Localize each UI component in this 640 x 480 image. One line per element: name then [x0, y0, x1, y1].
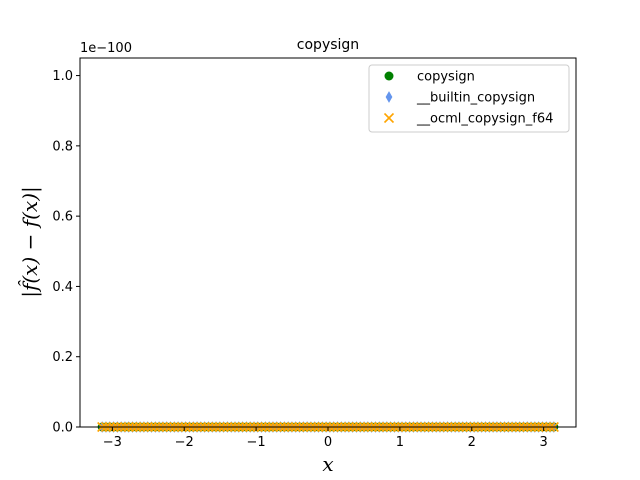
y-tick-label: 1.0 [52, 69, 73, 84]
legend-label: __builtin_copysign [416, 91, 535, 106]
y-axis-ticks: 0.0 0.2 0.4 0.6 0.8 1.0 [52, 69, 80, 436]
legend-item: __ocml_copysign_f64 [383, 112, 553, 127]
x-tick-label: 2 [468, 435, 476, 450]
legend-label: copysign [417, 70, 475, 85]
x-tick-label: −3 [103, 435, 122, 450]
legend-marker [383, 112, 395, 124]
x-tick-label: 3 [540, 435, 548, 450]
legend-box [368, 64, 570, 133]
legend-marker [384, 71, 394, 81]
legend-item: __builtin_copysign [385, 91, 535, 106]
y-tick-label: 0.8 [52, 139, 73, 154]
x-tick-label: 0 [324, 435, 332, 450]
y-tick-label: 0.4 [52, 280, 73, 295]
y-axis-exponent: 1e−100 [80, 41, 132, 56]
legend-label: __ocml_copysign_f64 [416, 112, 553, 127]
y-tick-label: 0.2 [52, 350, 73, 365]
legend: copysign __builtin_copysign __ocml_copysig… [368, 64, 570, 133]
x-tick-label: −1 [247, 435, 266, 450]
x-axis-ticks: −3 −2 −1 0 1 2 3 [103, 427, 548, 450]
x-axis-label: x [322, 452, 333, 476]
y-axis-label: |f̂(x) − f(x)| [18, 186, 43, 298]
chart-title: copysign [297, 37, 359, 53]
x-tick-label: −2 [175, 435, 194, 450]
y-tick-label: 0.6 [52, 210, 73, 225]
legend-item: copysign [384, 70, 475, 85]
y-tick-label: 0.0 [52, 421, 73, 436]
legend-marker [385, 91, 393, 103]
x-tick-label: 1 [396, 435, 404, 450]
